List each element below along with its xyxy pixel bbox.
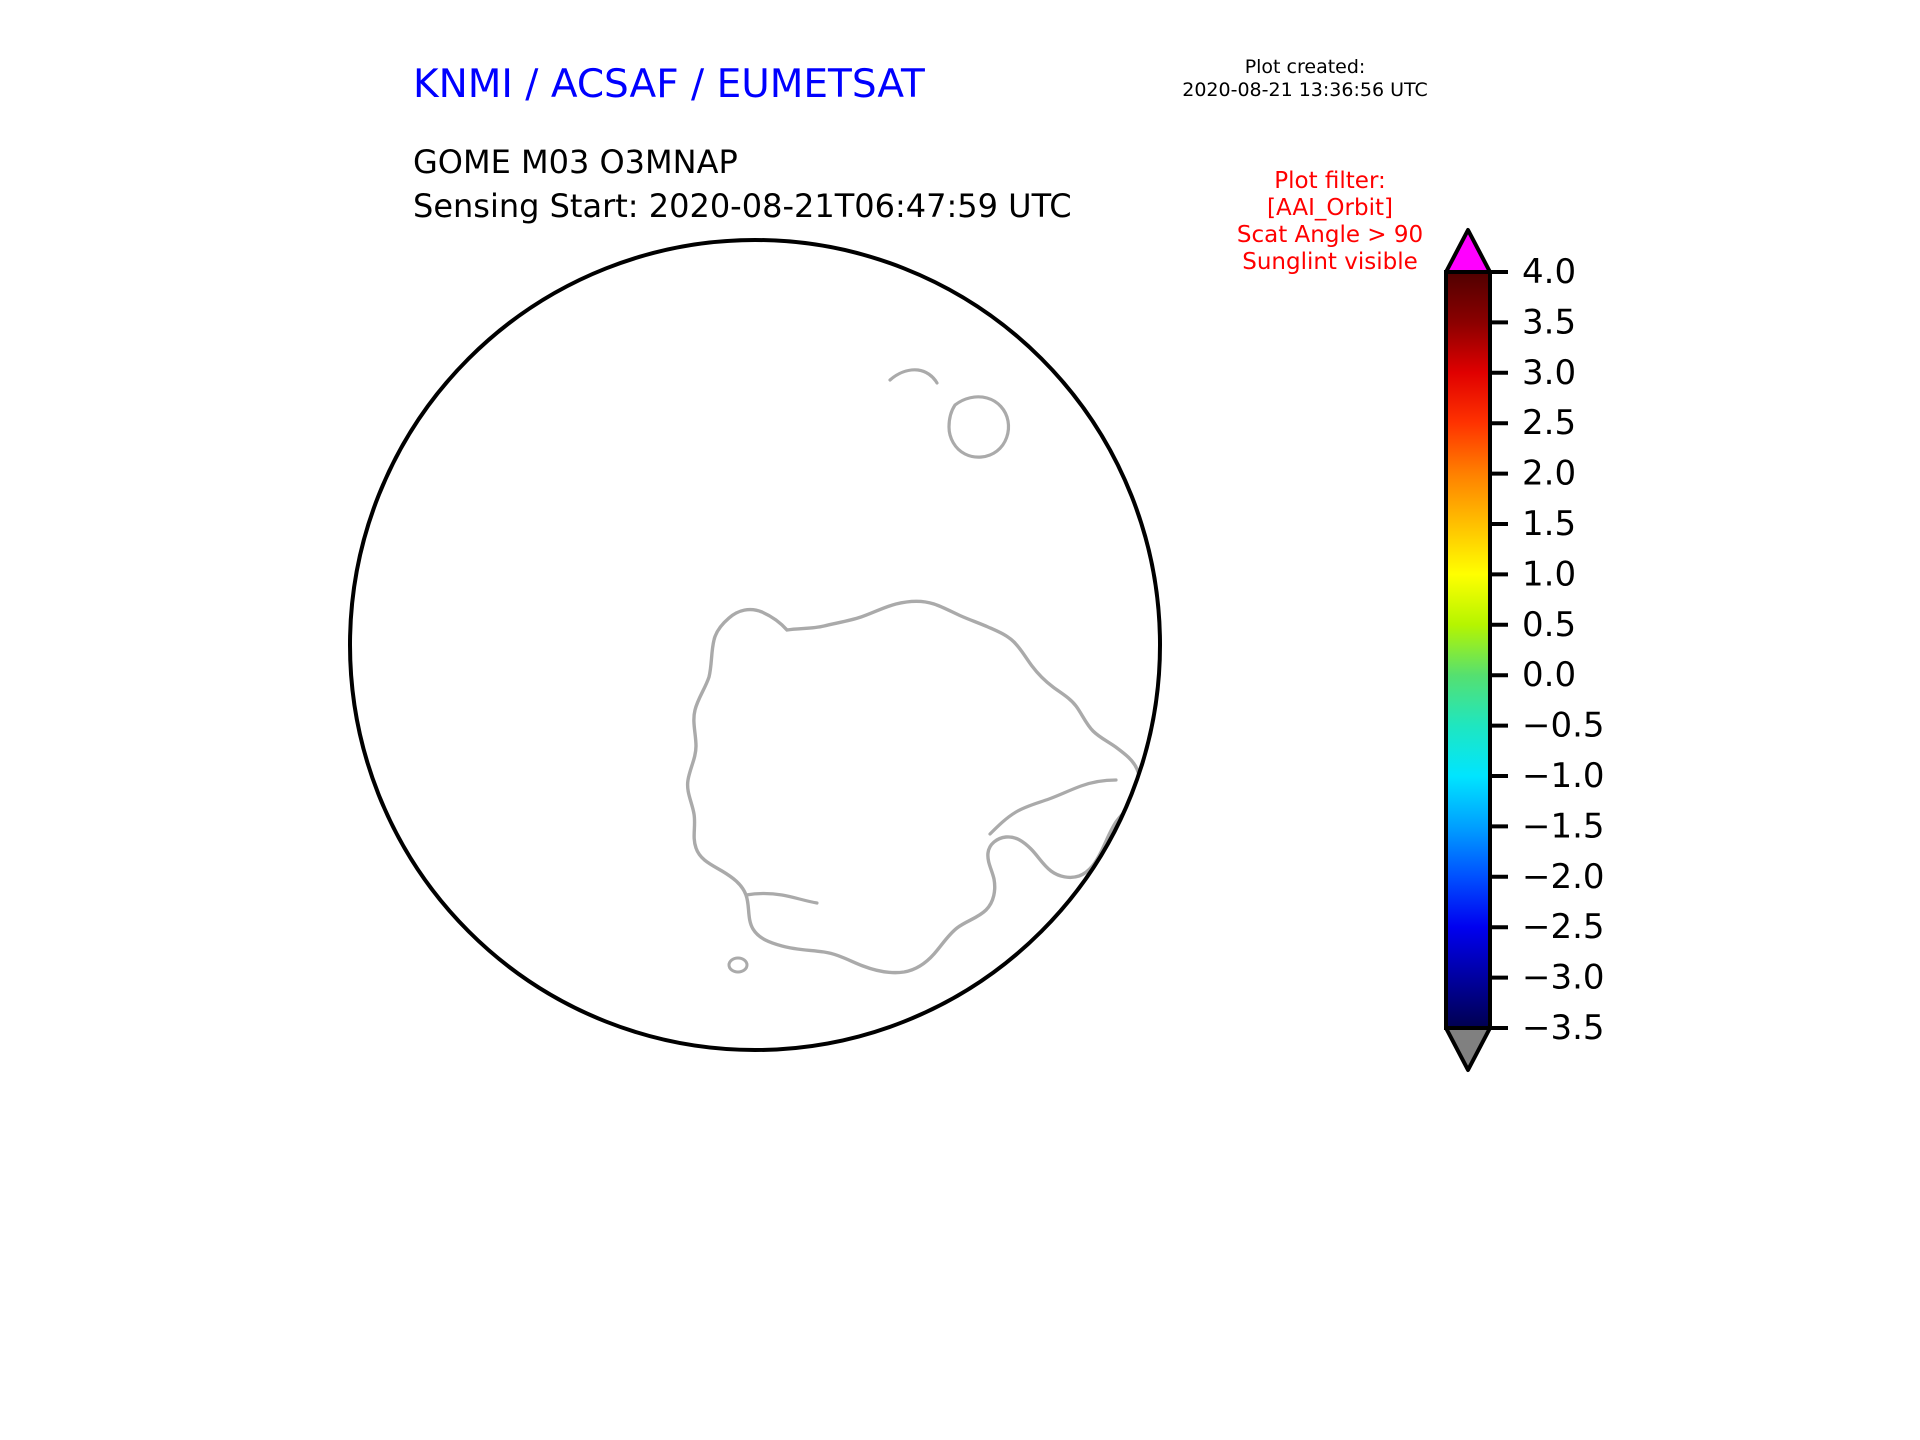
plot-filter-sunglint: Sunglint visible bbox=[1242, 249, 1418, 275]
antarctica-outline bbox=[685, 599, 1142, 975]
colorbar: 4.0 3.5 3.0 2.5 2.0 1.5 1.0 0.5 0.0 −0.5… bbox=[1444, 228, 1605, 1072]
plot-created-timestamp: 2020-08-21 13:36:56 UTC bbox=[1182, 79, 1428, 101]
colorbar-tick-labels: 4.0 3.5 3.0 2.5 2.0 1.5 1.0 0.5 0.0 −0.5… bbox=[1522, 252, 1605, 1048]
cb-label-neg1.5: −1.5 bbox=[1522, 806, 1605, 846]
colorbar-ticks bbox=[1490, 270, 1508, 1030]
plot-created-block: Plot created: 2020-08-21 13:36:56 UTC bbox=[1160, 56, 1450, 102]
island-small-left bbox=[727, 956, 749, 974]
cb-label-neg2.5: −2.5 bbox=[1522, 907, 1605, 947]
sensing-start: Sensing Start: 2020-08-21T06:47:59 UTC bbox=[413, 187, 1072, 225]
colorbar-over-arrow bbox=[1444, 228, 1492, 274]
colorbar-gradient bbox=[1444, 270, 1492, 1030]
island-tasmania bbox=[947, 395, 1011, 459]
cb-label-1.5: 1.5 bbox=[1522, 504, 1576, 544]
title-block: GOME M03 O3MNAP Sensing Start: 2020-08-2… bbox=[413, 140, 1072, 228]
cb-label-4.0: 4.0 bbox=[1522, 252, 1576, 292]
cb-label-2.0: 2.0 bbox=[1522, 454, 1576, 494]
cb-label-neg0.5: −0.5 bbox=[1522, 706, 1605, 746]
cb-label-0.0: 0.0 bbox=[1522, 655, 1576, 695]
colorbar-under-arrow bbox=[1444, 1026, 1492, 1072]
polar-map bbox=[330, 230, 1180, 1070]
globe-boundary bbox=[348, 238, 1162, 1052]
plot-filter-scat-angle: Scat Angle > 90 bbox=[1236, 222, 1424, 248]
island-tip-left bbox=[888, 368, 939, 385]
cb-label-neg3.5: −3.5 bbox=[1522, 1008, 1605, 1048]
plot-filter-heading: Plot filter: bbox=[1274, 168, 1386, 194]
cb-label-0.5: 0.5 bbox=[1522, 605, 1576, 645]
cb-label-neg2.0: −2.0 bbox=[1522, 857, 1605, 897]
ross-ice-shelf-edge bbox=[744, 891, 819, 905]
organization-header: KNMI / ACSAF / EUMETSAT bbox=[413, 62, 925, 107]
cb-label-3.0: 3.0 bbox=[1522, 353, 1576, 393]
antarctic-peninsula bbox=[988, 778, 1118, 836]
plot-filter-product: [AAI_Orbit] bbox=[1267, 195, 1393, 221]
cb-label-2.5: 2.5 bbox=[1522, 403, 1576, 443]
instrument-title: GOME M03 O3MNAP bbox=[413, 143, 738, 181]
plot-created-label: Plot created: bbox=[1244, 56, 1366, 78]
cb-label-3.5: 3.5 bbox=[1522, 302, 1576, 342]
cb-label-neg3.0: −3.0 bbox=[1522, 958, 1605, 998]
cb-label-1.0: 1.0 bbox=[1522, 554, 1576, 594]
cb-label-neg1.0: −1.0 bbox=[1522, 756, 1605, 796]
plot-filter-block: Plot filter: [AAI_Orbit] Scat Angle > 90… bbox=[1180, 168, 1480, 276]
